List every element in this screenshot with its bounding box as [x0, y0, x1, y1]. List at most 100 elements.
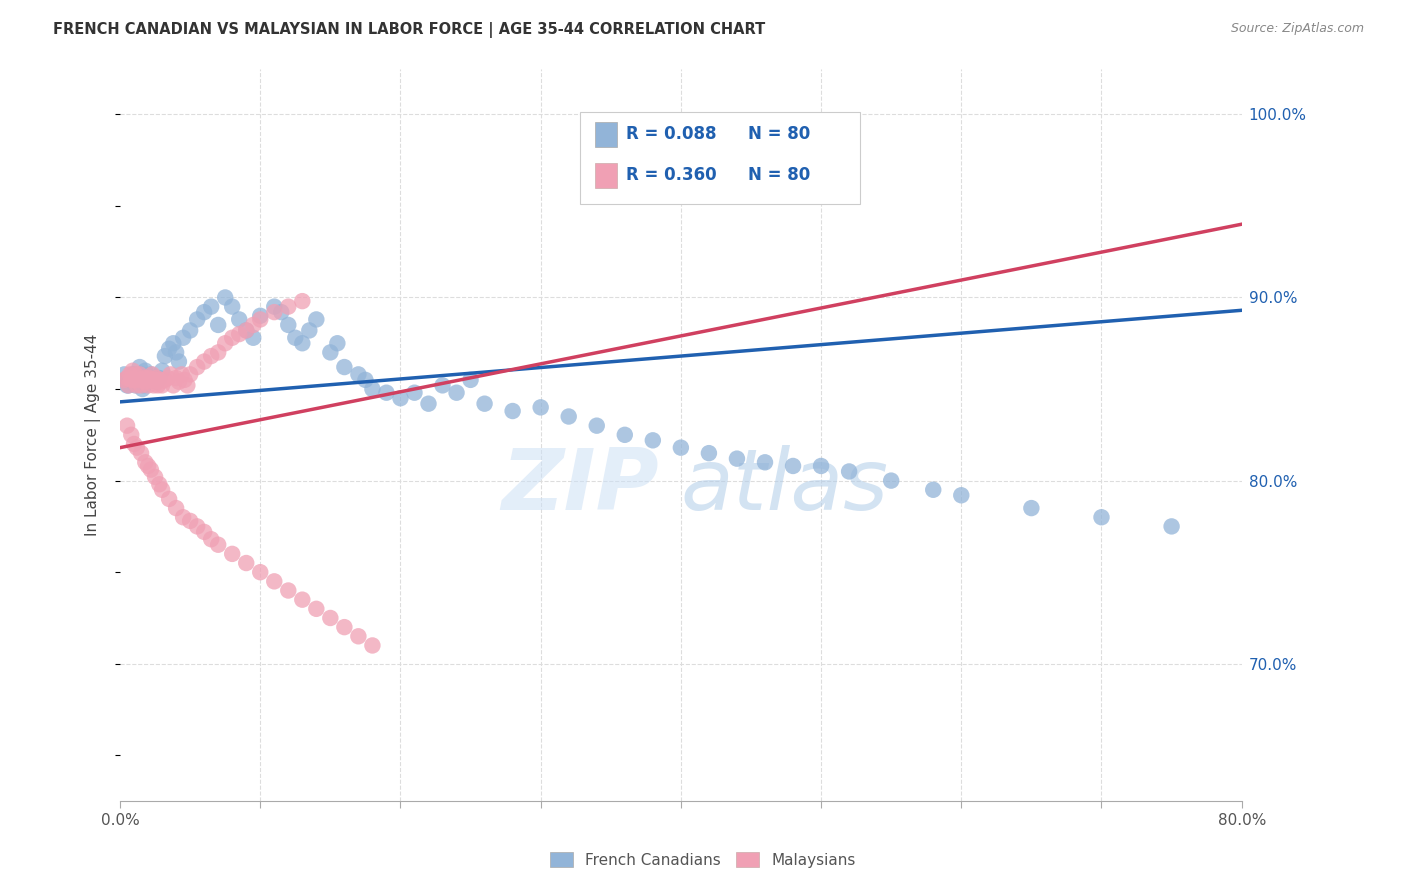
Point [221, 547, 243, 561]
Point [277, 583, 299, 598]
Point [127, 373, 149, 387]
Text: Source: ZipAtlas.com: Source: ZipAtlas.com [1230, 22, 1364, 36]
Point [153, 349, 176, 363]
Point [129, 446, 152, 460]
Point [167, 354, 190, 368]
Point [193, 524, 215, 539]
Point [291, 592, 314, 607]
Point [361, 639, 384, 653]
Point [669, 441, 692, 455]
Point [148, 371, 170, 385]
Point [361, 382, 384, 396]
Point [585, 418, 607, 433]
Point [157, 491, 180, 506]
Point [121, 364, 143, 378]
Text: atlas: atlas [681, 444, 889, 527]
Point [165, 501, 187, 516]
Point [120, 373, 142, 387]
Point [118, 368, 141, 382]
Point [305, 312, 328, 326]
Point [138, 371, 160, 385]
Point [305, 602, 328, 616]
Point [228, 327, 250, 342]
Point [124, 368, 146, 382]
Point [143, 470, 166, 484]
Point [725, 451, 748, 466]
Point [157, 342, 180, 356]
Point [124, 378, 146, 392]
Point [810, 458, 832, 473]
Point [142, 378, 165, 392]
Point [131, 373, 153, 387]
Point [120, 373, 142, 387]
Point [1160, 519, 1182, 533]
Point [170, 368, 193, 382]
Legend: French Canadians, Malaysians: French Canadians, Malaysians [544, 846, 862, 873]
Point [319, 345, 342, 359]
Point [136, 458, 159, 473]
Point [207, 318, 229, 332]
Point [131, 382, 153, 396]
Point [641, 434, 664, 448]
Point [249, 565, 271, 579]
Text: R = 0.360: R = 0.360 [626, 166, 717, 184]
Point [122, 368, 145, 382]
Point [149, 375, 172, 389]
Point [214, 336, 236, 351]
Point [228, 312, 250, 326]
Point [291, 336, 314, 351]
Point [134, 375, 156, 389]
Point [162, 378, 184, 392]
Point [139, 373, 162, 387]
Point [235, 323, 257, 337]
Point [125, 378, 148, 392]
Point [142, 373, 165, 387]
Point [270, 305, 292, 319]
Point [121, 368, 143, 382]
Point [148, 477, 170, 491]
Point [118, 373, 141, 387]
Point [148, 373, 170, 387]
Point [159, 368, 181, 382]
Point [782, 458, 804, 473]
Point [145, 375, 167, 389]
Point [179, 323, 201, 337]
Point [132, 378, 155, 392]
Point [129, 368, 152, 382]
Point [186, 360, 208, 375]
FancyBboxPatch shape [595, 163, 617, 188]
Point [242, 318, 264, 332]
Point [128, 360, 150, 375]
Point [221, 331, 243, 345]
Point [193, 305, 215, 319]
Point [112, 368, 135, 382]
Point [150, 483, 173, 497]
Point [880, 474, 903, 488]
Point [1021, 501, 1043, 516]
Point [186, 312, 208, 326]
Point [165, 345, 187, 359]
Point [135, 371, 157, 385]
Point [122, 437, 145, 451]
Point [460, 373, 482, 387]
Point [277, 318, 299, 332]
Point [242, 331, 264, 345]
Point [446, 385, 468, 400]
Point [221, 300, 243, 314]
Point [172, 331, 194, 345]
Point [333, 360, 356, 375]
Point [114, 373, 136, 387]
Point [375, 385, 398, 400]
Text: FRENCH CANADIAN VS MALAYSIAN IN LABOR FORCE | AGE 35-44 CORRELATION CHART: FRENCH CANADIAN VS MALAYSIAN IN LABOR FO… [53, 22, 766, 38]
Point [474, 397, 496, 411]
Point [249, 312, 271, 326]
Point [134, 455, 156, 469]
Point [162, 336, 184, 351]
FancyBboxPatch shape [579, 112, 860, 204]
Point [167, 375, 190, 389]
Point [347, 629, 370, 643]
Point [117, 378, 139, 392]
Point [117, 378, 139, 392]
Point [530, 401, 553, 415]
Point [754, 455, 776, 469]
